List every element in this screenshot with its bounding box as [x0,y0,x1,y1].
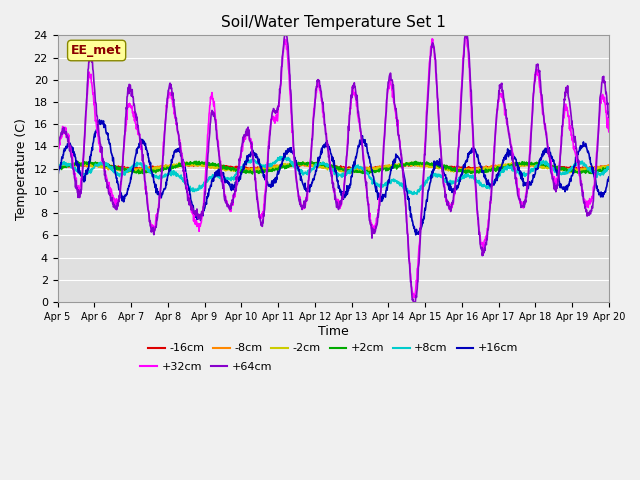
+8cm [605,165,612,171]
+8cm [300,171,307,177]
+8cm [119,172,127,178]
+64cm [281,33,289,38]
-8cm [300,161,307,167]
+16cm [309,176,317,181]
Line: +64cm: +64cm [58,36,609,302]
-8cm [288,163,296,168]
+64cm [97,141,104,146]
+2cm [97,160,104,166]
-8cm [368,166,376,172]
+16cm [95,117,103,123]
+32cm [462,33,470,38]
-16cm [310,161,317,167]
+16cm [288,149,296,155]
+8cm [368,175,376,181]
+64cm [288,112,296,118]
+32cm [299,205,307,211]
-16cm [97,163,104,168]
+2cm [309,160,317,166]
-2cm [368,169,376,175]
+2cm [365,171,372,177]
Line: -2cm: -2cm [58,162,609,173]
+32cm [287,112,295,118]
+64cm [368,228,376,234]
-16cm [92,161,99,167]
+64cm [309,122,317,128]
+16cm [54,171,61,177]
+16cm [605,174,612,180]
+2cm [300,160,307,166]
+32cm [410,295,417,300]
+8cm [409,192,417,197]
+32cm [54,148,61,154]
+32cm [119,163,127,169]
+16cm [300,182,307,188]
+2cm [605,166,612,171]
-8cm [309,163,317,168]
+2cm [368,167,376,173]
+16cm [368,167,376,173]
-8cm [119,167,127,172]
+2cm [86,158,93,164]
+2cm [54,166,61,171]
+64cm [119,162,127,168]
-16cm [605,163,612,168]
-16cm [289,162,296,168]
-16cm [368,166,376,171]
+16cm [412,232,420,238]
-2cm [300,161,307,167]
+32cm [605,129,612,135]
Line: +32cm: +32cm [58,36,609,298]
-2cm [309,164,317,169]
+64cm [300,203,307,208]
-8cm [125,168,132,174]
+64cm [54,144,61,150]
+8cm [309,165,317,171]
+32cm [97,149,104,155]
X-axis label: Time: Time [318,324,349,337]
-2cm [348,170,356,176]
-8cm [605,164,612,170]
-2cm [605,164,612,170]
-2cm [119,168,127,174]
-2cm [289,159,297,165]
+8cm [276,154,284,159]
+8cm [54,165,61,170]
Line: -16cm: -16cm [58,164,609,169]
-8cm [97,164,104,170]
Line: +8cm: +8cm [58,156,609,194]
+8cm [288,160,296,166]
-8cm [54,162,61,168]
+32cm [367,220,375,226]
-2cm [97,163,104,169]
+16cm [97,120,104,126]
+8cm [97,161,104,167]
Legend: +32cm, +64cm: +32cm, +64cm [136,358,277,376]
Line: +16cm: +16cm [58,120,609,235]
-8cm [400,161,408,167]
Line: +2cm: +2cm [58,161,609,174]
Title: Soil/Water Temperature Set 1: Soil/Water Temperature Set 1 [221,15,445,30]
+16cm [119,193,127,199]
+32cm [309,124,317,130]
-16cm [300,161,307,167]
Line: -8cm: -8cm [58,164,609,171]
+64cm [410,299,417,305]
-2cm [54,164,61,170]
-16cm [119,165,127,170]
-16cm [125,167,133,172]
Text: EE_met: EE_met [71,44,122,57]
+64cm [605,114,612,120]
+2cm [119,167,127,172]
Y-axis label: Temperature (C): Temperature (C) [15,118,28,220]
+2cm [288,162,296,168]
-2cm [287,162,295,168]
-16cm [54,164,61,170]
